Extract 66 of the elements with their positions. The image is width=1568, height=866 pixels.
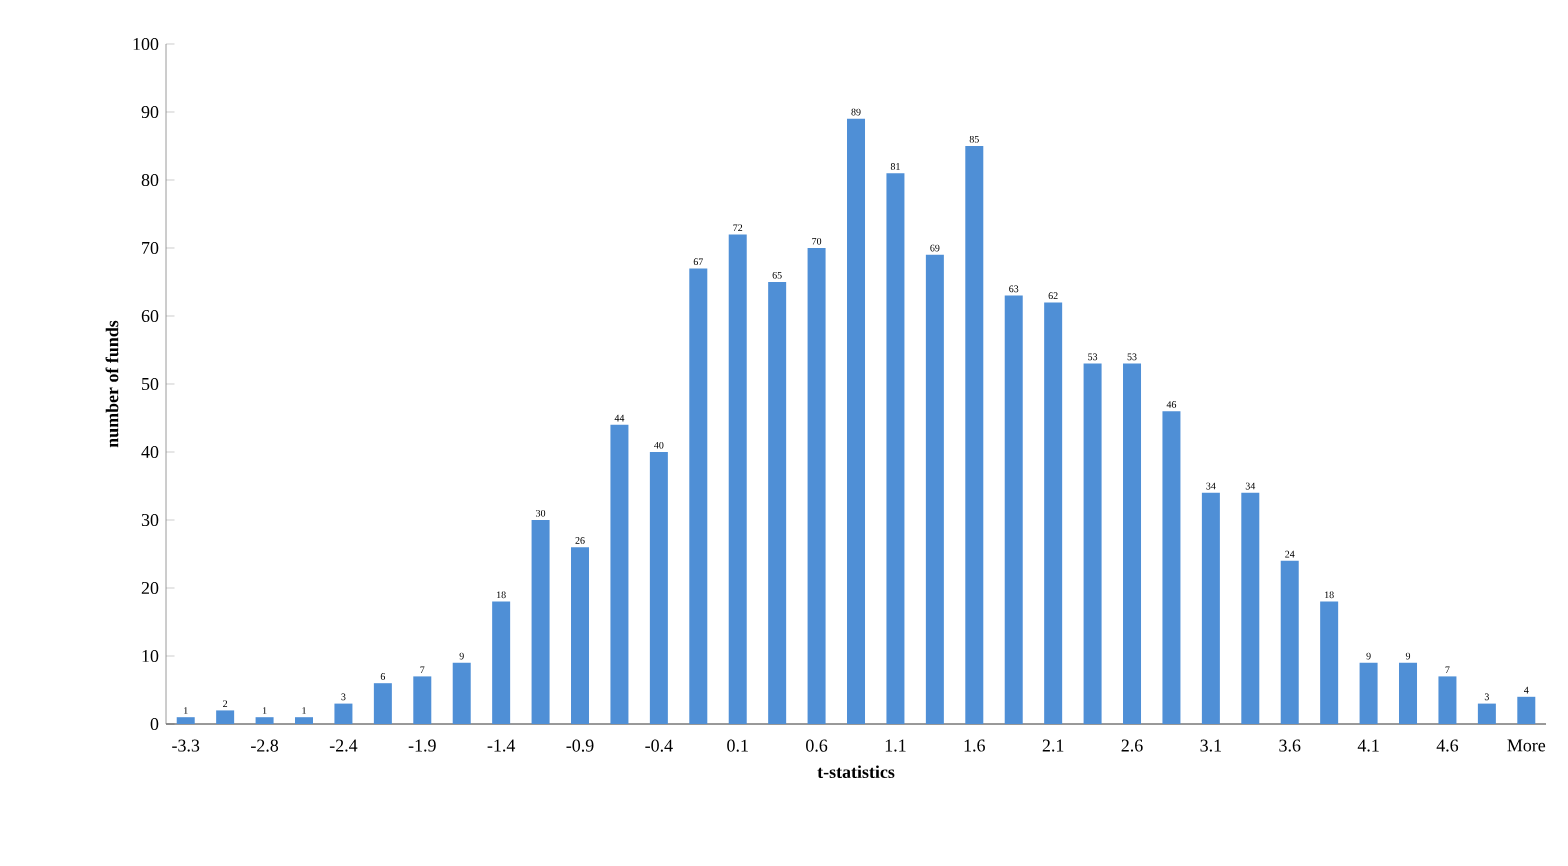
- bar: [1320, 601, 1339, 724]
- x-tick-label: -0.4: [645, 739, 673, 752]
- bar: [452, 662, 471, 724]
- x-tick-label: -0.9: [566, 739, 594, 752]
- bar: [965, 145, 984, 724]
- bar: [1280, 560, 1299, 724]
- x-tick-label: -1.9: [408, 739, 436, 752]
- y-tick-label: 80: [141, 173, 159, 187]
- y-tick-label: 100: [133, 37, 159, 51]
- bar: [413, 676, 432, 724]
- bar: [176, 717, 195, 724]
- bar: [886, 173, 905, 724]
- x-tick-label: -2.8: [251, 739, 279, 752]
- y-tick-label: 40: [141, 445, 159, 459]
- bar: [728, 234, 747, 724]
- bar: [1162, 411, 1181, 724]
- y-axis-title: number of funds: [105, 320, 119, 448]
- bar: [255, 717, 274, 724]
- x-tick-label: 3.6: [1279, 739, 1301, 752]
- bar: [1123, 363, 1142, 724]
- bar: [334, 703, 353, 724]
- y-tick-label: 50: [142, 377, 159, 391]
- bar: [807, 247, 826, 724]
- y-tick-label: 70: [142, 241, 159, 255]
- x-tick-label: -1.4: [487, 739, 516, 752]
- y-tick-label: 90: [141, 105, 159, 119]
- y-tick-label: 0: [150, 717, 159, 731]
- x-tick-label: -3.3: [172, 739, 200, 752]
- bar: [1438, 676, 1457, 724]
- x-axis-title: t-statistics: [817, 765, 895, 779]
- bar: [1517, 696, 1536, 724]
- y-tick-label: 20: [141, 581, 159, 595]
- x-tick-label: -2.4: [329, 739, 358, 752]
- y-tick-label: 30: [141, 513, 159, 527]
- bar: [216, 710, 235, 724]
- bar: [1477, 703, 1496, 724]
- bar: [571, 547, 590, 724]
- x-tick-label: 0.6: [806, 739, 828, 752]
- bar: [768, 281, 787, 724]
- bar: [1044, 302, 1063, 724]
- x-tick-label: 1.6: [964, 739, 985, 752]
- bar: [1004, 295, 1023, 724]
- bar: [531, 520, 550, 724]
- bar: [689, 268, 708, 724]
- x-tick-label: 1.1: [885, 739, 906, 752]
- x-tick-label: 4.1: [1357, 739, 1379, 752]
- bar: [1241, 492, 1260, 724]
- x-tick-label: 2.1: [1042, 739, 1064, 752]
- x-tick-label: 4.6: [1436, 739, 1459, 752]
- bar: [610, 424, 629, 724]
- x-tick-label: 3.1: [1200, 739, 1222, 752]
- y-tick-label: 60: [141, 309, 159, 323]
- x-tick-label: 2.6: [1121, 739, 1143, 752]
- bar: [847, 118, 866, 724]
- bar: [1201, 492, 1220, 724]
- bar: [925, 254, 944, 724]
- bar: [373, 683, 392, 724]
- x-tick-label: More: [1507, 739, 1546, 752]
- bar: [1083, 363, 1102, 724]
- x-tick-label: 0.1: [727, 739, 748, 752]
- bar: [492, 601, 511, 724]
- bar: [1399, 662, 1418, 724]
- y-tick-label: 10: [142, 649, 159, 663]
- bar: [295, 717, 313, 724]
- bar: [649, 452, 668, 724]
- bar: [1359, 662, 1378, 724]
